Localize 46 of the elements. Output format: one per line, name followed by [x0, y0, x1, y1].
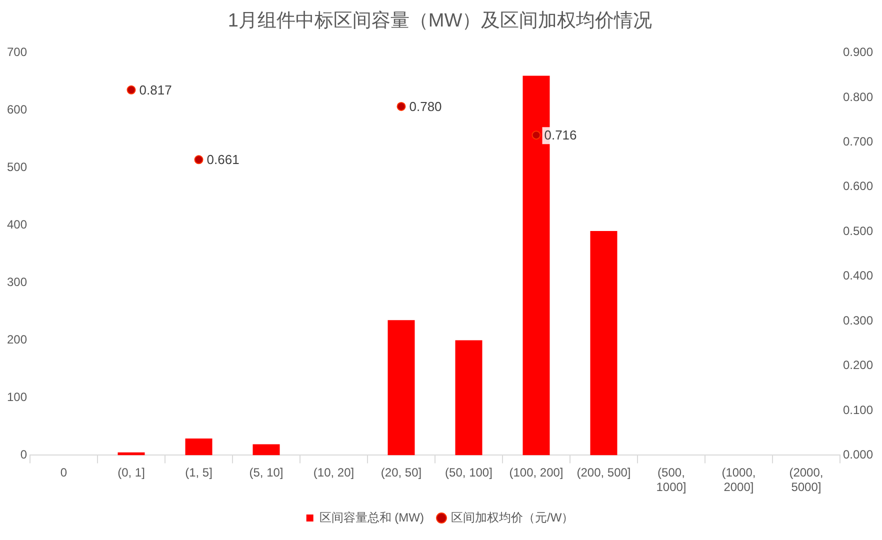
x-tick-label: (1, 5]: [185, 466, 212, 480]
y2-tick-label: 0.800: [842, 90, 874, 104]
y-tick-label: 600: [6, 102, 28, 117]
y-tick-label: 0: [20, 448, 28, 462]
y-tick-label: 200: [6, 332, 28, 347]
legend-label: 区间容量总和 (MW): [319, 510, 424, 524]
bar: [185, 438, 212, 456]
y-tick-label: 100: [6, 390, 28, 404]
legend-label: 区间加权均价（元/W）: [450, 510, 574, 524]
x-tick-label: (5, 10]: [249, 466, 284, 480]
data-label: 0.661: [206, 152, 240, 168]
y2-tick-label: 0.200: [842, 358, 874, 372]
data-label: 0.817: [139, 82, 172, 98]
x-tick-label: (20, 50]: [380, 466, 422, 480]
chart-title: 1月组件中标区间容量（MW）及区间加权均价情况: [228, 10, 652, 32]
y2-tick-label: 0.300: [842, 313, 874, 328]
x-tick-label: (500, 1000]: [656, 466, 686, 494]
y2-tick-label: 0.700: [842, 134, 874, 149]
point: [396, 102, 406, 111]
bar: [590, 231, 618, 456]
y2-tick-label: 0.600: [842, 179, 874, 194]
y2-tick-label: 0.500: [842, 224, 874, 238]
y2-tick-label: 0.400: [842, 268, 874, 283]
point: [194, 155, 204, 164]
y-tick-label: 400: [6, 218, 28, 232]
x-tick-label: (1000, 2000]: [722, 466, 756, 494]
x-tick-label: (200, 500]: [576, 466, 631, 480]
y2-tick-label: 0.900: [842, 45, 874, 60]
data-label: 0.780: [409, 99, 442, 114]
y2-tick-label: 0.100: [842, 402, 874, 417]
x-tick-label: (0, 1]: [118, 466, 145, 480]
y2-tick-label: 0.000: [842, 448, 874, 462]
x-tick-label: (2000, 5000]: [789, 466, 824, 494]
bar: [252, 444, 280, 456]
x-tick-label: (10, 20]: [313, 466, 354, 480]
y-tick-label: 300: [6, 275, 28, 290]
y-tick-label: 700: [6, 45, 28, 60]
bar: [455, 340, 482, 456]
data-label: 0.716: [544, 128, 577, 143]
y-tick-label: 500: [6, 160, 28, 174]
x-tick-label: 0: [60, 466, 68, 480]
x-tick-label: (50, 100]: [445, 466, 492, 480]
point: [126, 85, 136, 94]
bar: [388, 320, 415, 456]
x-tick-label: (100, 200]: [509, 466, 564, 480]
point: [532, 130, 541, 140]
